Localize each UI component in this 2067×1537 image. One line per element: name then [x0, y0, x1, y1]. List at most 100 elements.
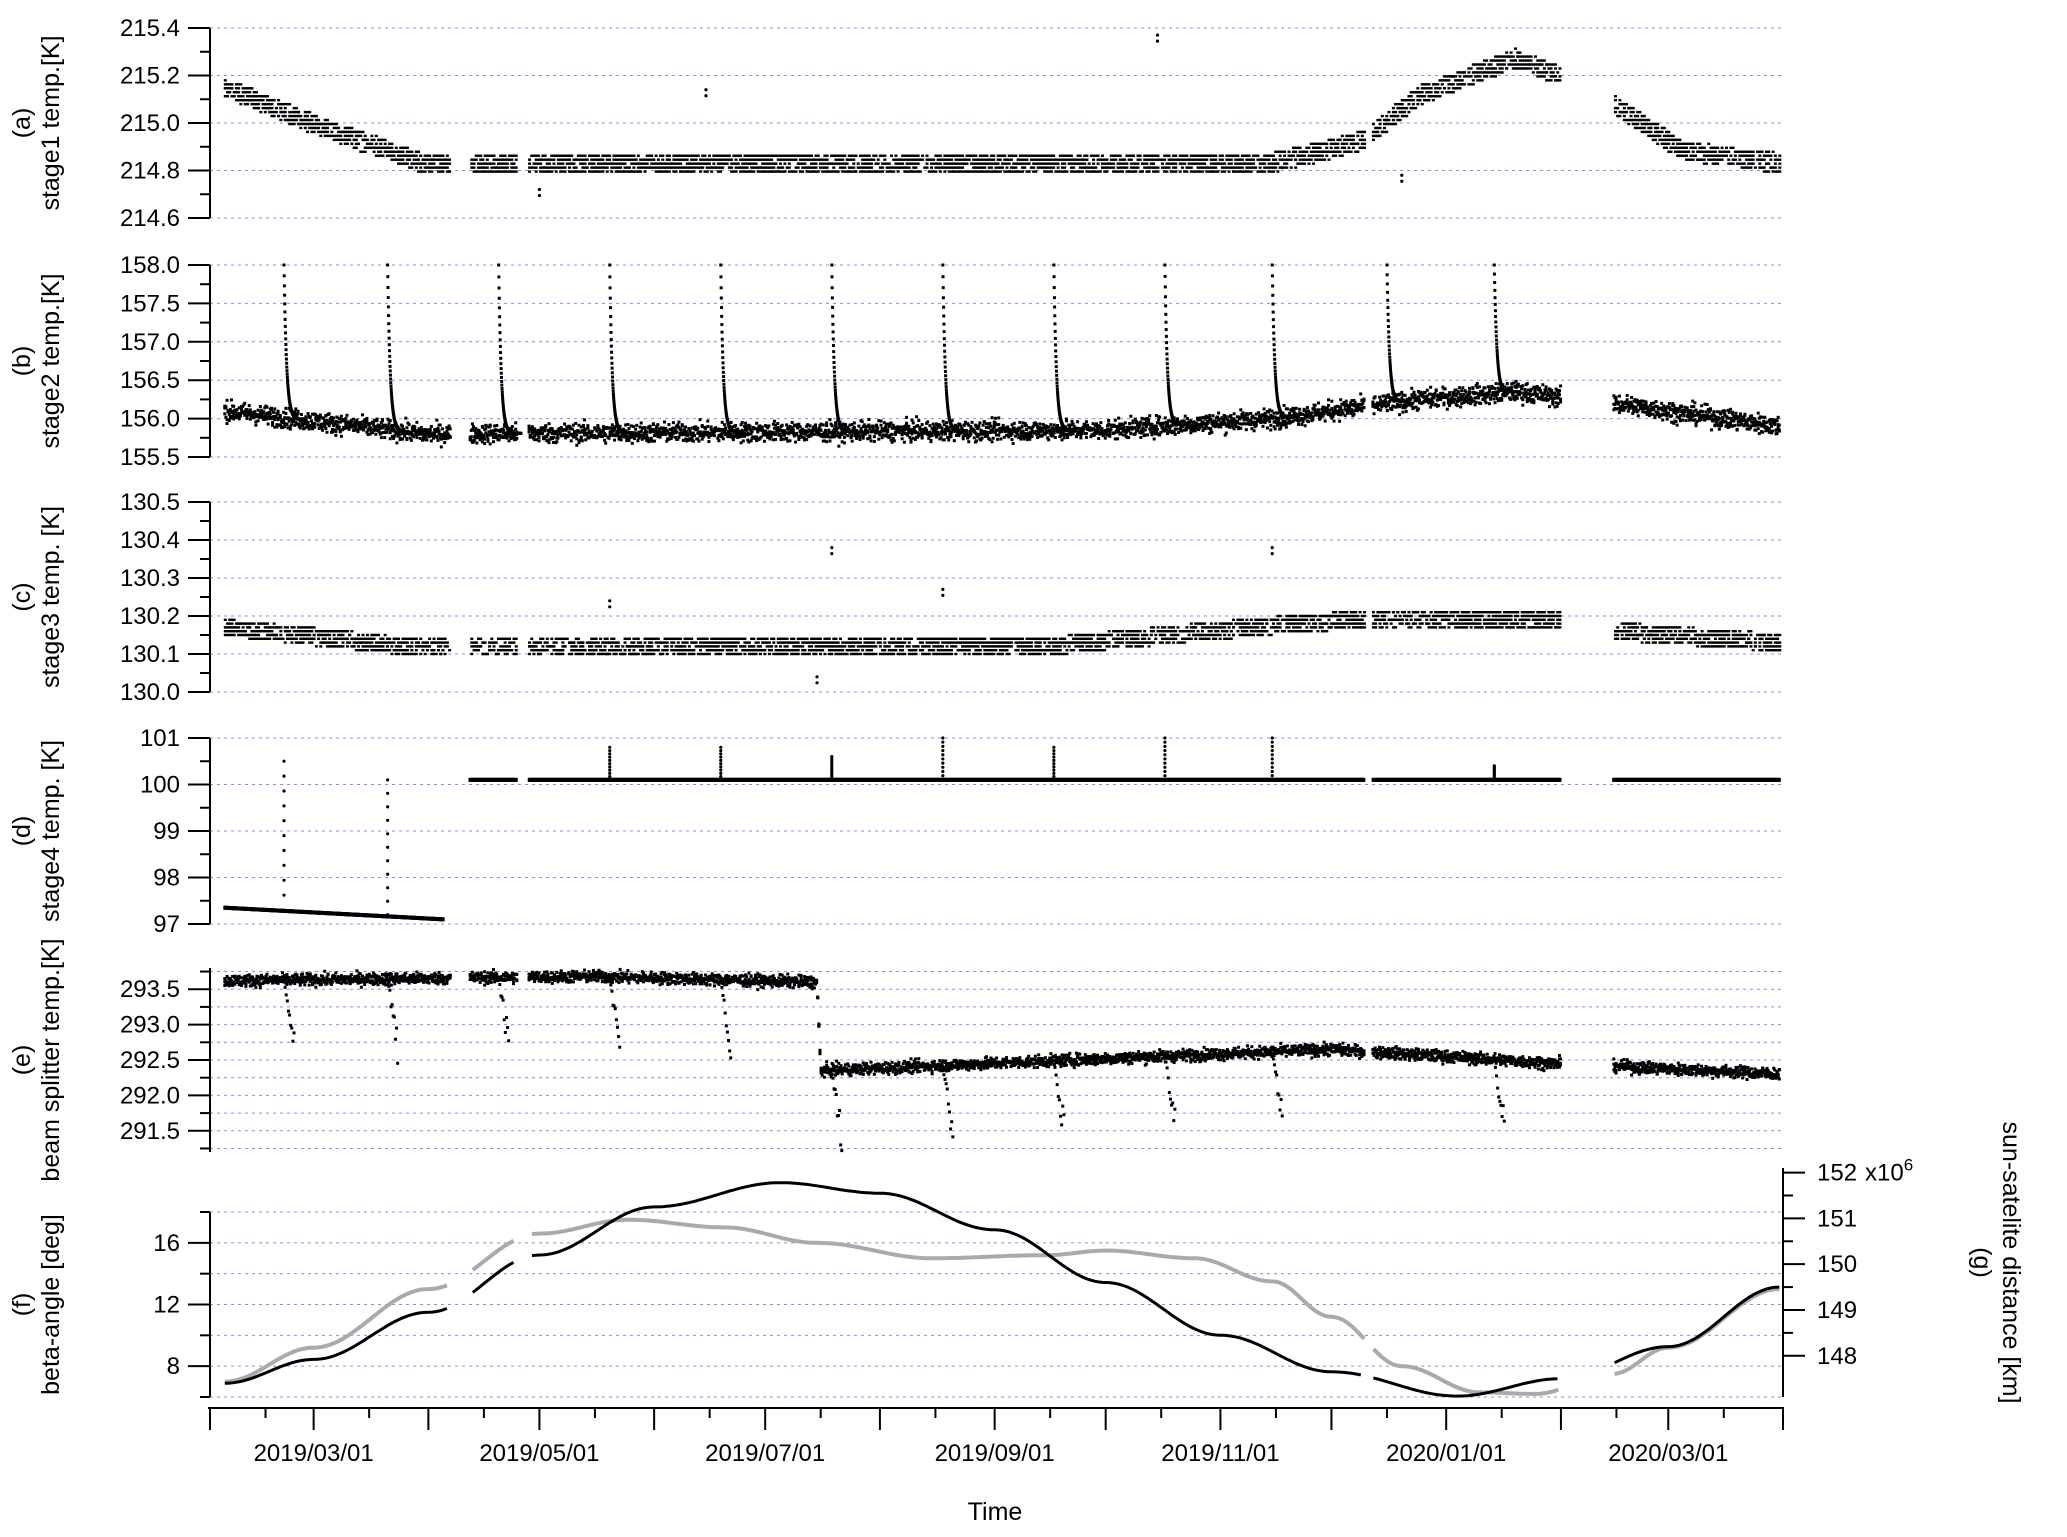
data-point — [656, 170, 660, 173]
data-point — [885, 170, 889, 173]
data-point — [1753, 166, 1757, 169]
data-point — [1023, 166, 1027, 169]
data-point — [577, 423, 581, 427]
data-point — [707, 435, 711, 439]
data-point — [370, 142, 374, 146]
data-point — [1665, 130, 1669, 134]
data-point — [332, 122, 336, 126]
data-point — [383, 436, 387, 440]
data-point — [1256, 154, 1260, 157]
data-point — [1356, 150, 1360, 153]
data-point — [380, 418, 384, 422]
data-point — [812, 158, 816, 161]
data-point — [758, 170, 762, 173]
data-point — [349, 420, 353, 424]
data-point — [704, 426, 708, 430]
data-point — [641, 158, 645, 161]
data-point — [905, 166, 909, 169]
data-point — [361, 150, 365, 153]
data-point — [774, 437, 778, 441]
data-point — [670, 162, 674, 165]
data-point — [1687, 142, 1691, 146]
data-point — [1187, 162, 1191, 165]
data-point — [1289, 154, 1293, 157]
data-point — [1554, 79, 1558, 82]
data-point — [656, 158, 660, 161]
data-point — [1502, 59, 1506, 62]
data-point — [1063, 166, 1067, 169]
data-point — [1647, 134, 1651, 138]
data-point — [667, 423, 671, 427]
data-point — [1249, 158, 1253, 161]
data-point — [1019, 432, 1023, 436]
data-point — [1214, 162, 1218, 165]
data-point — [1771, 150, 1775, 153]
data-point — [1009, 154, 1013, 157]
data-point — [1099, 421, 1103, 425]
data-point — [334, 419, 338, 423]
data-point — [448, 158, 452, 161]
data-point — [1103, 170, 1107, 173]
data-point — [912, 170, 916, 173]
data-point — [1343, 150, 1347, 153]
data-point — [968, 431, 972, 435]
data-point — [997, 423, 1001, 427]
data-point — [379, 142, 383, 146]
data-point — [325, 430, 329, 434]
data-point — [1314, 154, 1318, 157]
data-point — [1305, 158, 1309, 161]
data-point — [867, 162, 871, 165]
data-point — [925, 429, 929, 433]
data-point — [956, 166, 960, 169]
data-point — [245, 416, 249, 420]
data-point — [283, 110, 287, 114]
data-point — [787, 426, 791, 430]
data-point — [1340, 134, 1344, 138]
data-point — [1072, 158, 1076, 161]
data-point — [1079, 433, 1083, 437]
data-point — [1709, 150, 1713, 153]
data-point — [1006, 425, 1010, 429]
data-point — [1036, 162, 1040, 165]
data-point — [494, 158, 498, 161]
data-point — [1318, 154, 1322, 157]
data-point — [1052, 154, 1056, 157]
data-point — [272, 410, 276, 414]
data-point — [1118, 166, 1122, 169]
data-point — [563, 166, 567, 169]
data-point — [1547, 63, 1551, 66]
data-point — [1106, 433, 1110, 437]
data-point — [243, 99, 247, 102]
data-point — [1083, 424, 1087, 428]
data-point — [1509, 63, 1513, 66]
data-point — [712, 434, 716, 438]
data-point — [1289, 158, 1293, 161]
data-point — [781, 431, 785, 435]
data-point — [812, 428, 816, 432]
data-point — [770, 154, 774, 157]
data-point — [963, 420, 967, 424]
data-point — [1647, 118, 1651, 122]
data-point — [892, 166, 896, 169]
data-point — [1120, 170, 1124, 173]
data-point — [685, 166, 689, 169]
data-point — [763, 158, 767, 161]
data-point — [987, 426, 991, 430]
data-point — [321, 126, 325, 130]
data-point — [614, 154, 618, 157]
data-point — [1034, 162, 1038, 165]
data-point — [974, 154, 978, 157]
data-point — [766, 426, 770, 430]
data-point — [439, 170, 443, 173]
data-point — [592, 166, 596, 169]
data-point — [1538, 75, 1542, 78]
data-point — [1026, 435, 1030, 439]
data-point — [1442, 79, 1446, 82]
data-point — [331, 419, 335, 423]
data-point — [397, 162, 401, 165]
data-point — [865, 170, 869, 173]
data-point — [399, 158, 403, 161]
data-point — [967, 423, 971, 427]
data-point — [1638, 110, 1642, 114]
data-point — [273, 407, 277, 411]
